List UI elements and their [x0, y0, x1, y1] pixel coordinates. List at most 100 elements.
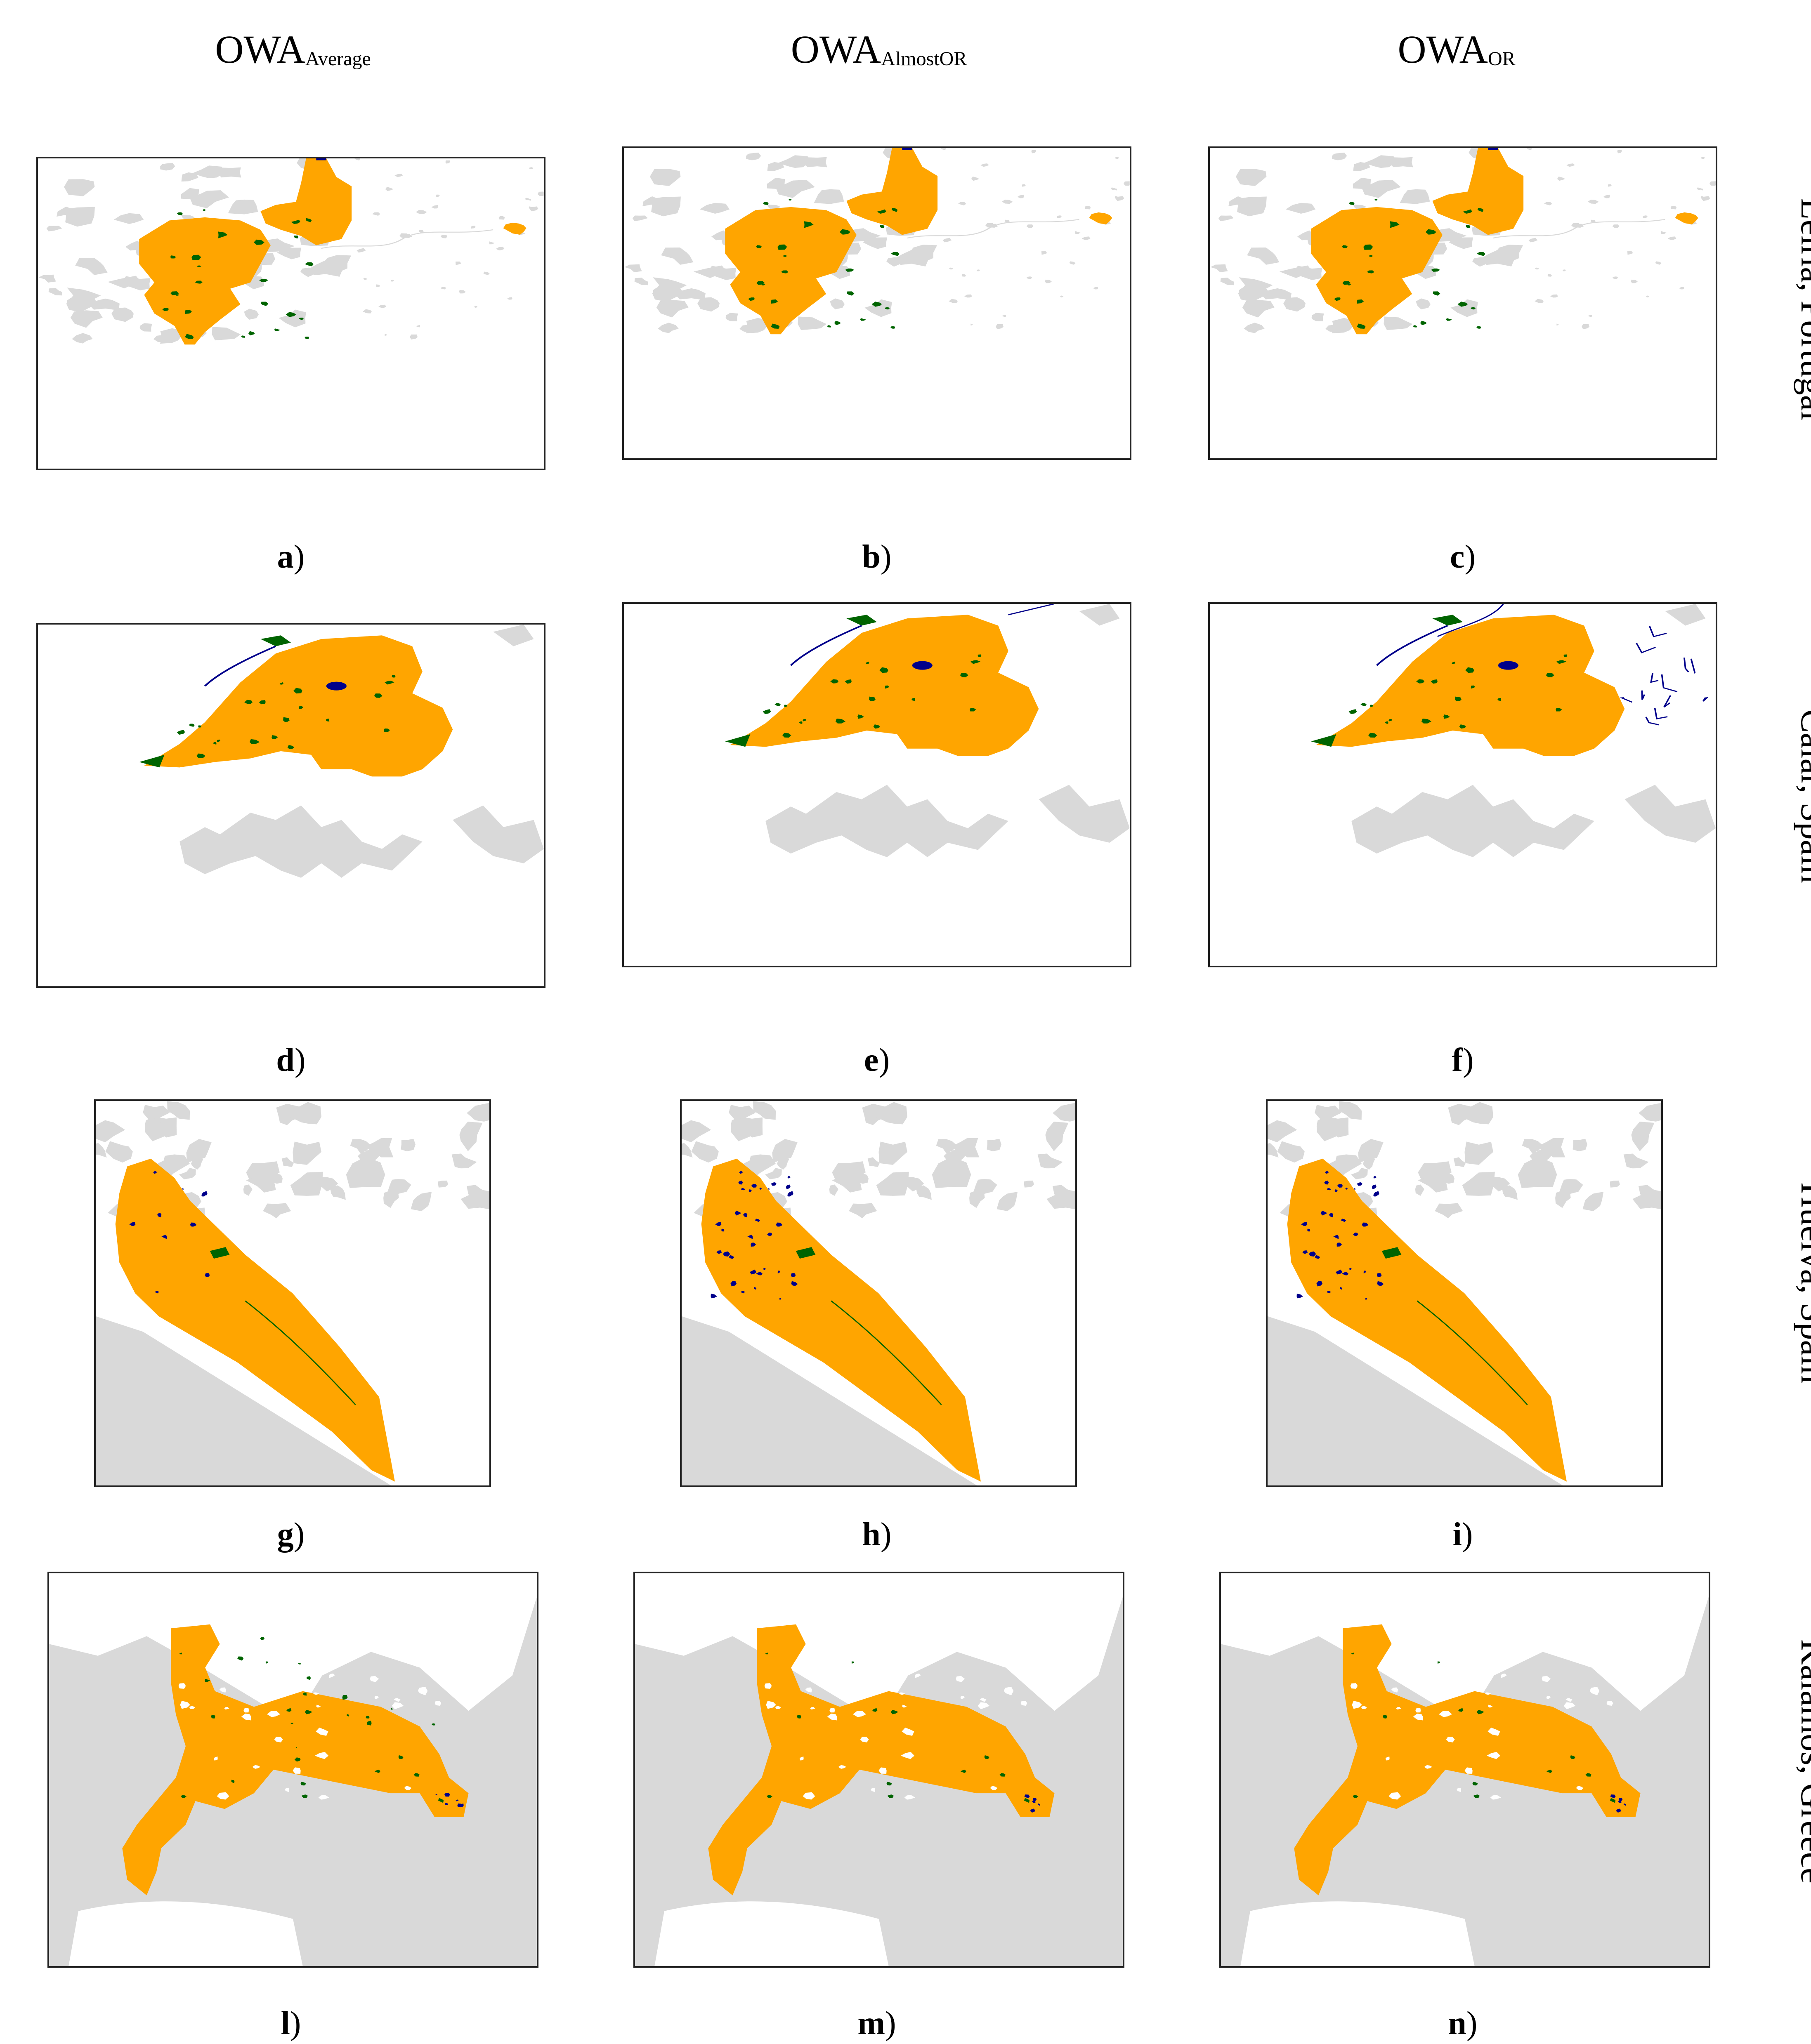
- landcover-patch: [1472, 257, 1488, 267]
- omission-patch: [846, 615, 877, 626]
- unburned-patch: [1020, 1701, 1027, 1706]
- unburned-patch: [810, 1707, 815, 1710]
- omission-patch: [885, 307, 890, 310]
- landcover-patch: [949, 299, 958, 303]
- commission-patch: [1325, 1171, 1329, 1174]
- landcover-patch: [350, 1139, 371, 1154]
- burned-area: [1287, 1158, 1567, 1482]
- landcover-patch: [1361, 180, 1401, 198]
- burned-area: [701, 1158, 981, 1482]
- omission-patch: [774, 703, 781, 706]
- landcover-patch: [1052, 1185, 1074, 1205]
- commission-patch: [756, 1272, 763, 1275]
- landcover-patch: [876, 1102, 907, 1125]
- omission-patch: [139, 754, 165, 768]
- omission-patch: [202, 209, 206, 211]
- omission-patch: [827, 325, 831, 328]
- landcover-patch: [650, 169, 681, 186]
- unburned-patch: [1486, 1752, 1501, 1759]
- landcover-patch: [1480, 250, 1515, 266]
- omission-patch: [1446, 318, 1452, 321]
- unburned-patch: [241, 1713, 251, 1721]
- landcover-patch: [1400, 189, 1430, 204]
- map-panel-c: [1208, 146, 1717, 460]
- landcover-patch: [1332, 152, 1347, 160]
- omission-patch: [249, 739, 260, 744]
- commission-patch: [326, 681, 347, 691]
- commission-patch: [153, 1171, 157, 1174]
- landcover-patch: [1364, 155, 1395, 168]
- landcover-patch: [1558, 1179, 1583, 1195]
- landcover-patch: [1081, 236, 1091, 240]
- omission-patch: [835, 718, 846, 724]
- landcover-patch: [96, 1143, 107, 1158]
- commission-patch: [157, 1213, 162, 1218]
- landcover-patch: [363, 309, 372, 314]
- unburned-patch: [374, 1696, 379, 1699]
- commission-patch: [1618, 1797, 1623, 1801]
- unburned-patch: [274, 1737, 283, 1742]
- unburned-patch: [1565, 1698, 1573, 1702]
- landcover-patch: [354, 158, 361, 160]
- landcover-patch: [1026, 276, 1032, 279]
- omission-patch: [799, 721, 803, 724]
- omission-patch: [1311, 734, 1336, 747]
- unburned-patch: [918, 1656, 923, 1661]
- omission-patch: [374, 1769, 380, 1773]
- landcover-patch: [1608, 184, 1612, 187]
- landcover-patch: [765, 1168, 782, 1179]
- landcover-patch: [357, 248, 366, 253]
- omission-patch: [305, 1709, 312, 1714]
- landcover-patch: [1643, 215, 1648, 219]
- commission-patch: [1314, 1255, 1320, 1259]
- omission-patch: [1466, 225, 1471, 229]
- omission-patch: [960, 1769, 966, 1773]
- commission-patch: [738, 1181, 743, 1185]
- omission-patch: [1421, 718, 1432, 724]
- commission-patch: [759, 1187, 762, 1190]
- landcover-patch: [451, 1153, 477, 1169]
- omission-patch: [803, 719, 806, 721]
- omission-patch: [177, 730, 185, 735]
- caption-l: l): [281, 2005, 301, 2042]
- landcover-patch: [330, 1185, 346, 1200]
- landcover-patch: [1259, 288, 1292, 300]
- unburned-patch: [764, 1683, 772, 1689]
- unburned-patch: [810, 1657, 819, 1664]
- landcover-patch: [1026, 224, 1033, 228]
- landcover-patch: [1679, 287, 1684, 290]
- landcover-patch: [1462, 1172, 1495, 1196]
- omission-patch: [767, 1795, 773, 1798]
- landcover-patch: [980, 163, 989, 167]
- omission-patch: [342, 1695, 348, 1700]
- unburned-patch: [960, 1696, 965, 1699]
- landcover-patch: [70, 310, 103, 328]
- commission-patch: [740, 1188, 746, 1191]
- omission-patch: [283, 717, 290, 722]
- unburned-patch: [980, 1698, 987, 1702]
- river-line: [321, 229, 493, 249]
- unburned-patch: [1563, 1702, 1576, 1709]
- omission-patch: [756, 281, 765, 285]
- omission-patch: [887, 1794, 894, 1798]
- landcover-patch: [1031, 150, 1036, 153]
- landcover-patch: [803, 157, 827, 167]
- landcover-patch: [181, 188, 199, 199]
- column-header-or: OWAOR: [1312, 25, 1601, 84]
- landcover-patch: [1557, 176, 1565, 181]
- unburned-patch: [415, 1664, 420, 1667]
- landcover-patch: [656, 300, 689, 318]
- omission-patch: [771, 299, 778, 304]
- landcover-patch: [525, 198, 530, 200]
- omission-patch: [185, 334, 194, 339]
- caption-a: a): [277, 539, 305, 575]
- omission-patch: [783, 255, 787, 257]
- map-svg: [635, 1573, 1123, 1966]
- landcover-patch: [66, 288, 101, 306]
- landcover-patch: [830, 298, 845, 309]
- unburned-patch: [902, 1727, 914, 1736]
- caption-m: m): [857, 2005, 896, 2042]
- landcover-patch: [1069, 261, 1076, 265]
- landcover-patch: [143, 1105, 170, 1122]
- map-panel-m: [633, 1572, 1124, 1968]
